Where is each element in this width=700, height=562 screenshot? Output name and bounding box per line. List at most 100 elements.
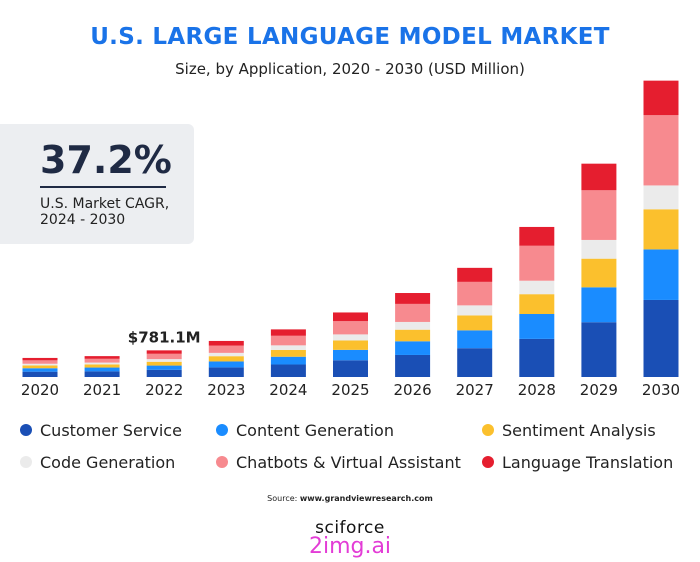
legend-label: Chatbots & Virtual Assistant <box>236 453 461 472</box>
legend-swatch <box>482 423 494 436</box>
bar-segment-2022-code-generation <box>146 359 182 362</box>
bar-segment-2027-content-generation <box>457 330 493 349</box>
x-tick-label: 2025 <box>331 381 369 399</box>
watermark: 2img.ai <box>308 534 392 559</box>
bar-segment-2029-code-generation <box>581 239 617 259</box>
bar-segment-2030-content-generation <box>643 249 679 300</box>
bar-segment-2029-customer-service <box>581 322 617 377</box>
legend-label: Content Generation <box>236 421 394 440</box>
bar-segment-2026-sentiment-analysis <box>395 329 431 342</box>
bar-segment-2028-content-generation <box>519 313 555 339</box>
x-tick-label: 2024 <box>269 381 307 399</box>
bar-segment-2028-sentiment-analysis <box>519 294 555 314</box>
bar-segment-2021-content-generation <box>84 367 120 372</box>
bar-segment-2021-sentiment-analysis <box>84 364 120 368</box>
legend-swatch <box>20 423 32 436</box>
legend-label: Language Translation <box>502 453 674 472</box>
bar-segment-2021-language-translation <box>84 356 120 359</box>
bar-segment-2026-code-generation <box>395 321 431 330</box>
bar-segment-2020-chatbots-virtual-assistant <box>22 360 58 364</box>
source-prefix: Source: <box>267 494 298 503</box>
bar-segment-2024-language-translation <box>270 329 306 336</box>
bar-segment-2025-language-translation <box>333 312 368 322</box>
bar-segment-2025-content-generation <box>333 349 368 361</box>
cagr-divider <box>40 186 166 188</box>
bar-segment-2022-sentiment-analysis <box>146 361 182 366</box>
bar-segment-2025-customer-service <box>333 360 368 377</box>
bar-segment-2029-content-generation <box>581 287 617 323</box>
x-tick-label: 2027 <box>456 381 494 399</box>
stacked-bar-chart: 2020 2021 2022 $781.1M 2023 2024 2025 2026 2027 2… <box>21 80 680 399</box>
bar-segment-2022-language-translation <box>146 350 182 354</box>
bar-segment-2027-sentiment-analysis <box>457 315 493 331</box>
bar-segment-2027-code-generation <box>457 305 493 316</box>
bar-segment-2027-customer-service <box>457 348 493 377</box>
bar-segment-2023-code-generation <box>208 352 244 357</box>
legend-item-code-generation: Code Generation <box>20 453 175 473</box>
bar-segment-2020-code-generation <box>22 363 58 366</box>
bar-segment-2024-code-generation <box>270 345 306 350</box>
legend-item-customer-service: Customer Service <box>20 421 182 441</box>
bar-segment-2030-chatbots-virtual-assistant <box>643 115 679 186</box>
x-tick-label: 2028 <box>518 381 556 399</box>
bar-segment-2021-code-generation <box>84 362 120 365</box>
bar-segment-2023-content-generation <box>208 361 244 368</box>
bar-segment-2024-customer-service <box>270 364 306 377</box>
x-tick-label: 2020 <box>21 381 59 399</box>
bar-segment-2028-customer-service <box>519 338 555 377</box>
bar-segment-2020-content-generation <box>22 368 58 372</box>
legend-item-language-translation: Language Translation <box>482 453 673 473</box>
bar-segment-2023-chatbots-virtual-assistant <box>208 345 244 353</box>
legend-swatch <box>216 423 228 436</box>
bar-segment-2028-chatbots-virtual-assistant <box>519 245 555 281</box>
bar-segment-2029-sentiment-analysis <box>581 258 617 288</box>
bar-segment-2026-customer-service <box>395 354 431 377</box>
cagr-label: U.S. Market CAGR, 2024 - 2030 <box>40 196 170 228</box>
bar-segment-2027-language-translation <box>457 267 493 282</box>
bar-segment-2020-customer-service <box>22 371 58 377</box>
bar-segment-2028-language-translation <box>519 226 555 246</box>
legend-label: Code Generation <box>40 453 176 472</box>
legend-swatch <box>20 455 32 468</box>
bar-segment-2023-language-translation <box>208 340 244 346</box>
x-tick-label: 2023 <box>207 381 245 399</box>
source-note: Source: www.grandviewresearch.com <box>0 494 700 503</box>
legend-swatch <box>482 455 494 468</box>
legend-swatch <box>216 455 228 468</box>
bar-segment-2030-customer-service <box>643 299 679 377</box>
bar-segment-2020-language-translation <box>22 357 58 361</box>
cagr-callout: 37.2% U.S. Market CAGR, 2024 - 2030 <box>0 124 194 244</box>
bar-segment-2023-sentiment-analysis <box>208 356 244 362</box>
x-tick-label: 2030 <box>642 381 680 399</box>
bar-segment-2030-language-translation <box>643 80 679 116</box>
bar-segment-2030-sentiment-analysis <box>643 209 679 250</box>
x-tick-label: 2021 <box>83 381 121 399</box>
brand-logo: sciforce <box>315 518 385 538</box>
bar-segment-2025-sentiment-analysis <box>333 340 368 350</box>
bar-segment-2022-customer-service <box>146 369 182 377</box>
bar-segment-2021-customer-service <box>84 371 120 377</box>
bar-segment-2026-content-generation <box>395 341 431 355</box>
bar-segment-2029-language-translation <box>581 163 617 191</box>
source-link[interactable]: www.grandviewresearch.com <box>299 494 433 503</box>
bar-segment-2021-chatbots-virtual-assistant <box>84 358 120 363</box>
bar-segment-2022-content-generation <box>146 365 182 370</box>
legend-item-content-generation: Content Generation <box>216 421 394 441</box>
bar-value-annotation: $781.1M <box>128 328 201 346</box>
legend-label: Customer Service <box>40 421 182 440</box>
bar-segment-2024-chatbots-virtual-assistant <box>270 335 306 346</box>
bar-segment-2025-code-generation <box>333 334 368 341</box>
bar-segment-2025-chatbots-virtual-assistant <box>333 321 368 335</box>
bar-segment-2028-code-generation <box>519 280 555 295</box>
bar-segment-2030-code-generation <box>643 185 679 210</box>
x-tick-label: 2026 <box>394 381 432 399</box>
bar-segment-2026-language-translation <box>395 293 431 304</box>
legend-item-chatbots: Chatbots & Virtual Assistant <box>216 453 461 473</box>
bar-segment-2024-content-generation <box>270 356 306 365</box>
x-tick-label: 2022 <box>145 381 183 399</box>
chart-title: U.S. LARGE LANGUAGE MODEL MARKET <box>90 24 610 50</box>
bar-segment-2024-sentiment-analysis <box>270 349 306 357</box>
bar-segment-2026-chatbots-virtual-assistant <box>395 303 431 322</box>
cagr-value: 37.2% <box>40 138 172 182</box>
legend-label: Sentiment Analysis <box>502 421 656 440</box>
